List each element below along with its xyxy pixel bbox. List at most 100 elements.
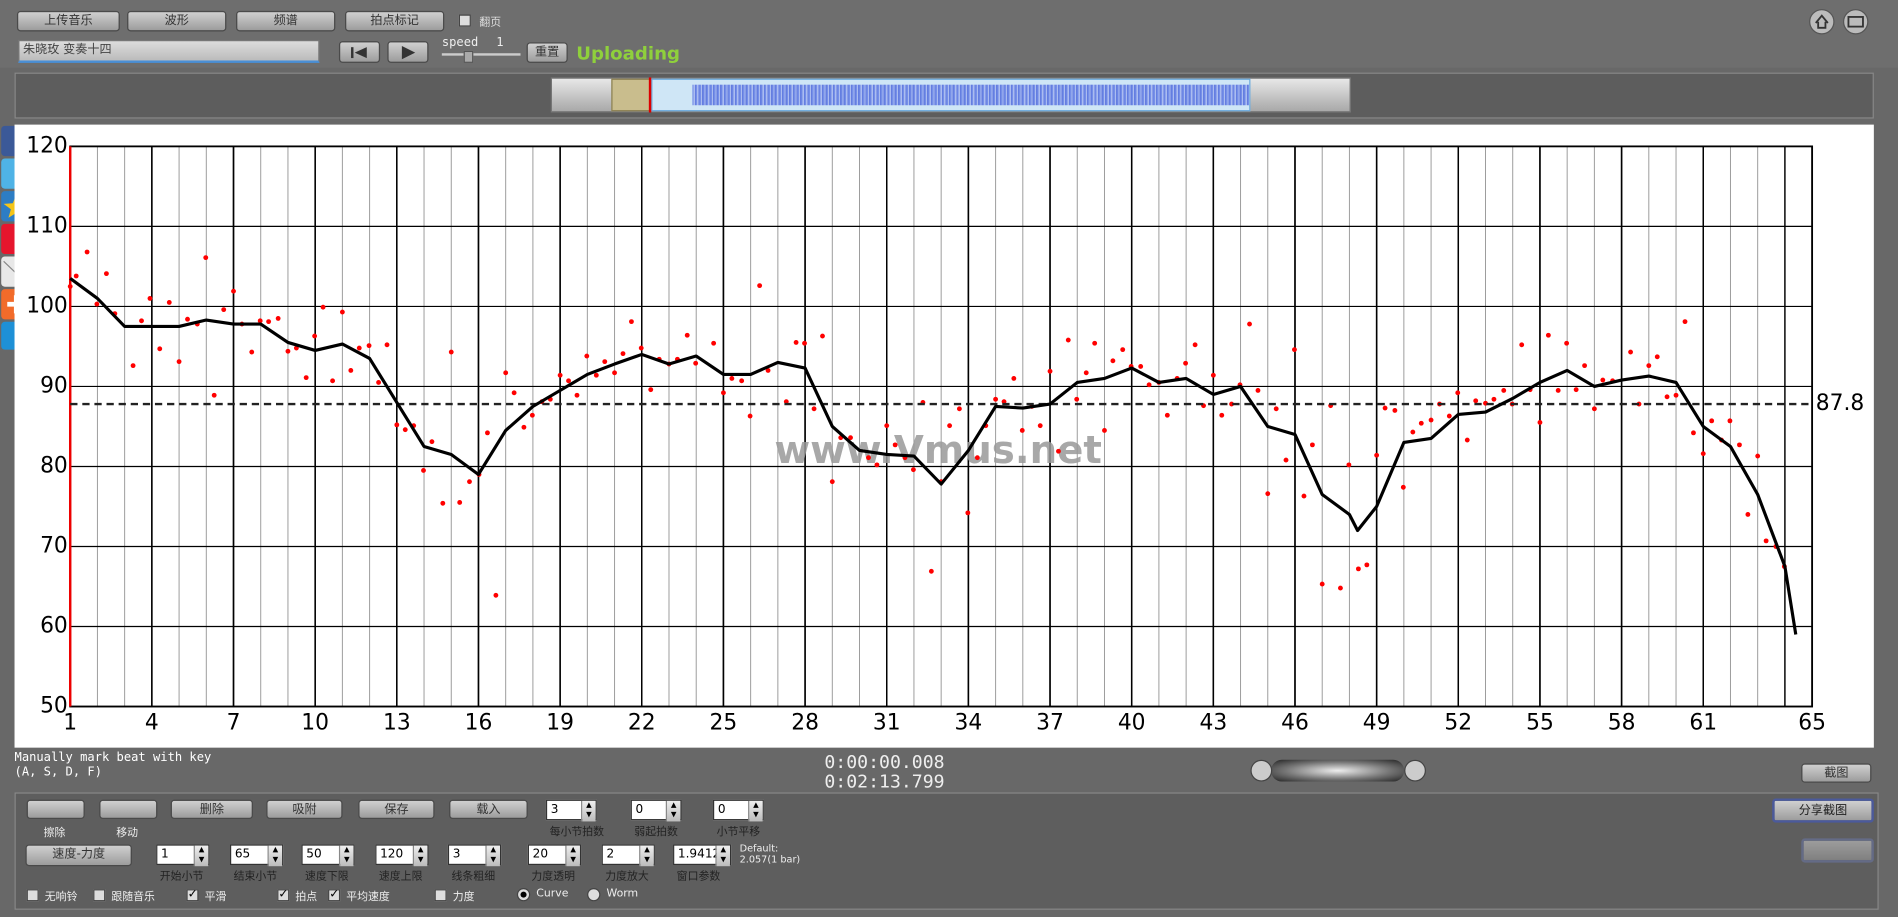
beat-dot	[1654, 354, 1660, 360]
beat-dot	[1428, 417, 1434, 423]
number-field[interactable]: 3 ▲ ▼	[545, 799, 597, 822]
reset-button[interactable]: 重置	[526, 42, 568, 63]
spinner[interactable]: ▲ ▼	[267, 845, 283, 867]
field-value: 0	[717, 803, 726, 817]
beat-dot	[130, 363, 136, 369]
x-tick-label: 4	[145, 710, 159, 735]
toolbar-button[interactable]: 波形	[127, 10, 227, 32]
checkbox[interactable]: ✓	[186, 887, 199, 902]
spinner[interactable]: ▲ ▼	[412, 845, 428, 867]
toolbar-button[interactable]: 上传音乐	[16, 10, 120, 32]
beat-dot	[1727, 418, 1733, 424]
number-field[interactable]: 65 ▲ ▼	[229, 844, 284, 867]
radio[interactable]	[516, 887, 531, 902]
beat-dot	[1600, 377, 1606, 383]
beat-dot	[1519, 342, 1525, 348]
toolbar-button[interactable]: 频谱	[236, 10, 336, 32]
number-field[interactable]: 3 ▲ ▼	[447, 844, 502, 867]
beat-dot	[1192, 342, 1198, 348]
beat-dot	[139, 318, 144, 324]
field-label: 速度上限	[378, 871, 423, 884]
prev-button[interactable]	[338, 41, 381, 63]
spinner[interactable]: ▲ ▼	[581, 800, 596, 822]
spinner[interactable]: ▲ ▼	[748, 800, 763, 822]
tool-button[interactable]	[26, 799, 85, 820]
tool-button[interactable]	[99, 799, 158, 820]
y-tick-label: 120	[26, 133, 68, 158]
beat-dot	[249, 349, 255, 355]
tool-button[interactable]: 载入	[449, 799, 528, 820]
y-tick-label: 60	[40, 614, 68, 639]
spinner[interactable]: ▲ ▼	[715, 845, 730, 867]
loop-marker[interactable]	[611, 78, 652, 112]
tool-button[interactable]: 保存	[358, 799, 435, 820]
number-field[interactable]: 120 ▲ ▼	[375, 844, 429, 867]
play-button[interactable]	[387, 41, 429, 63]
beat-dot	[185, 316, 190, 322]
x-tick-label: 28	[791, 710, 819, 735]
page-flip-checkbox[interactable]	[458, 14, 471, 27]
checkbox[interactable]	[26, 889, 39, 902]
speed-thumb[interactable]	[463, 50, 474, 63]
beat-dot	[829, 479, 835, 485]
speed-slider[interactable]	[441, 53, 521, 56]
beat-dot	[1628, 349, 1633, 355]
number-field[interactable]: 1.9412 ▲ ▼	[673, 844, 732, 867]
toolbar-button[interactable]: 拍点标记	[344, 10, 445, 32]
beat-dot	[1382, 405, 1388, 411]
home-button[interactable]	[1809, 9, 1835, 35]
beat-dot	[448, 349, 454, 355]
window-icons	[1809, 9, 1869, 35]
beat-dot	[793, 340, 799, 345]
number-field[interactable]: 1 ▲ ▼	[156, 844, 210, 867]
x-tick-label: 49	[1363, 710, 1391, 735]
beat-dot	[166, 300, 172, 305]
tool-button[interactable]: 删除	[170, 799, 253, 820]
beat-dot	[266, 319, 272, 325]
spinner[interactable]: ▲ ▼	[485, 845, 500, 867]
spinner[interactable]: ▲ ▼	[193, 845, 209, 867]
beat-dot	[485, 430, 490, 436]
x-tick-label: 22	[628, 710, 656, 735]
spinner[interactable]: ▲ ▼	[639, 845, 654, 867]
spinner[interactable]: ▲ ▼	[338, 845, 354, 867]
spinner[interactable]: ▲ ▼	[665, 800, 681, 822]
checkbox[interactable]	[434, 889, 447, 902]
beat-dot	[339, 309, 345, 315]
beat-dot	[1011, 376, 1017, 381]
checkbox[interactable]: ✓	[277, 887, 290, 902]
track-input[interactable]: 朱晓玫 变奏十四	[18, 39, 320, 63]
screenshot-button[interactable]: 截图	[1801, 763, 1872, 783]
beat-dot	[1582, 363, 1588, 369]
x-tick-label: 43	[1199, 710, 1227, 735]
volume-slider[interactable]	[1271, 759, 1405, 782]
mode-button[interactable]: 速度-力度	[25, 844, 132, 867]
spinner[interactable]: ▲ ▼	[565, 845, 580, 867]
window-button[interactable]	[1842, 9, 1869, 35]
number-field[interactable]: 2 ▲ ▼	[601, 844, 655, 867]
radio[interactable]	[587, 887, 601, 902]
checkbox[interactable]	[93, 889, 106, 902]
spectrum-button[interactable]	[1404, 759, 1426, 782]
beat-dot	[1083, 370, 1089, 376]
beat-dot	[330, 378, 336, 384]
share-screenshot-button[interactable]: 分享截图	[1772, 798, 1874, 823]
beat-dot	[1745, 512, 1751, 517]
field-label: 小节平移	[716, 826, 761, 839]
beat-dot	[956, 406, 962, 412]
number-field[interactable]: 0 ▲ ▼	[712, 799, 764, 822]
field-label: 弱起拍数	[634, 826, 678, 839]
number-field[interactable]: 0 ▲ ▼	[630, 799, 682, 822]
tool-button[interactable]: 吸附	[266, 799, 343, 820]
beat-dot	[1400, 484, 1406, 490]
beat-dot	[1355, 566, 1361, 572]
wave-button[interactable]	[1250, 759, 1273, 782]
number-field[interactable]: 20 ▲ ▼	[527, 844, 582, 867]
beat-dot	[892, 442, 898, 448]
beat-dot	[593, 372, 599, 378]
checkbox[interactable]: ✓	[328, 887, 341, 902]
beat-dot	[1418, 420, 1424, 426]
number-field[interactable]: 50 ▲ ▼	[301, 844, 355, 867]
beat-dot	[1491, 396, 1497, 402]
